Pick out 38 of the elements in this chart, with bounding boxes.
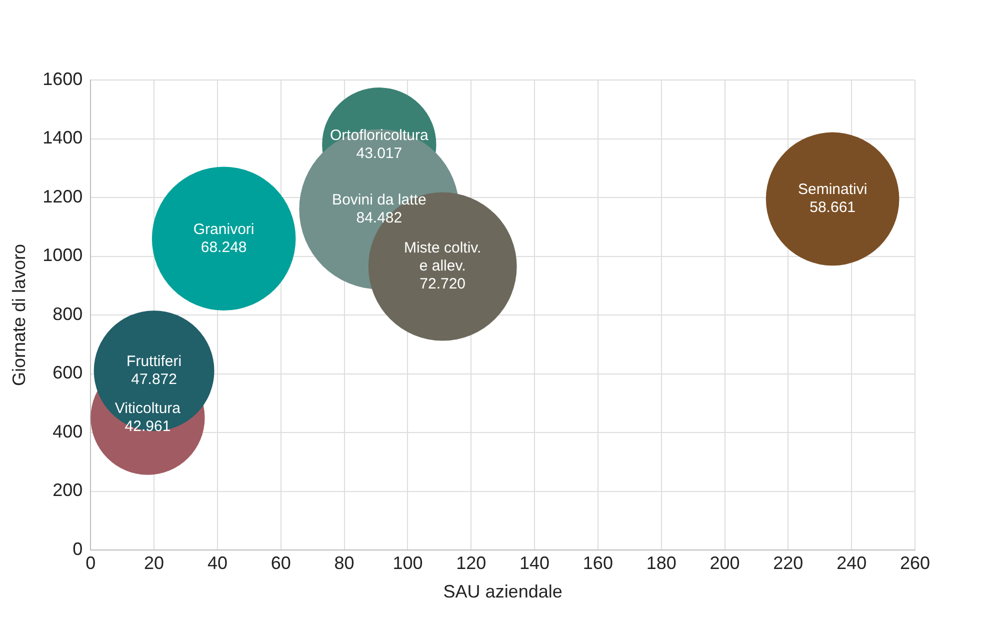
x-tick-label: 140: [520, 552, 550, 573]
x-tick-label: 240: [836, 552, 867, 573]
series-label: Ortofloricoltura: [330, 126, 429, 144]
data-label: 43.017: [356, 144, 402, 162]
x-axis-title: SAU aziendale: [443, 581, 562, 602]
data-label: 68.248: [200, 238, 247, 256]
y-tick-label: 1400: [42, 128, 83, 148]
y-tick-label: 1000: [42, 245, 83, 266]
x-tick-label: 20: [144, 552, 164, 573]
data-label: 84.482: [356, 209, 402, 226]
x-tick-label: 180: [646, 552, 676, 573]
y-tick-label: 1600: [42, 68, 83, 89]
y-tick-label: 0: [72, 538, 83, 559]
y-tick-label: 1200: [42, 186, 83, 206]
x-tick-label: 220: [773, 552, 804, 573]
x-tick-label: 120: [456, 552, 486, 573]
x-tick-label: 160: [582, 552, 613, 573]
data-label: 58.661: [810, 199, 856, 216]
y-tick-label: 800: [52, 304, 83, 324]
x-tick-label: 80: [334, 552, 354, 573]
y-tick-label: 400: [52, 421, 83, 442]
x-tick-label: 0: [86, 552, 96, 573]
y-tick-label: 600: [52, 362, 83, 383]
series-label: Miste coltiv. e allev.: [404, 240, 482, 275]
series-label: Granivori: [193, 220, 254, 238]
series-label: Fruttiferi: [126, 352, 182, 370]
y-axis-title: Giornate di lavoro: [8, 244, 29, 386]
data-label: 72.720: [420, 276, 466, 293]
series-label: Bovini da latte: [332, 191, 426, 208]
x-tick-label: 100: [392, 552, 423, 573]
x-tick-label: 260: [900, 552, 930, 573]
x-tick-label: 40: [207, 552, 228, 573]
x-tick-label: 60: [270, 552, 291, 573]
y-tick-label: 200: [52, 480, 83, 500]
data-label: 47.872: [131, 370, 177, 388]
series-label: Viticoltura: [114, 400, 182, 417]
series-label: Seminativi: [798, 181, 868, 198]
x-tick-label: 200: [710, 552, 740, 573]
